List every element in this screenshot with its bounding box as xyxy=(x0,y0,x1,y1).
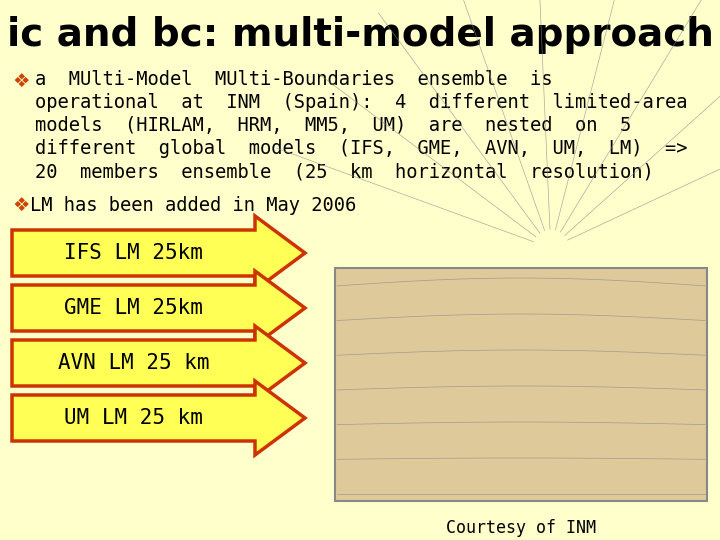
Polygon shape xyxy=(277,0,720,227)
Text: 20  members  ensemble  (25  km  horizontal  resolution): 20 members ensemble (25 km horizontal re… xyxy=(35,162,654,181)
FancyBboxPatch shape xyxy=(335,268,707,501)
Text: models  (HIRLAM,  HRM,  MM5,  UM)  are  nested  on  5: models (HIRLAM, HRM, MM5, UM) are nested… xyxy=(35,116,631,135)
Text: ic and bc: multi-model approach: ic and bc: multi-model approach xyxy=(6,16,714,54)
Text: different  global  models  (IFS,  GME,  AVN,  UM,  LM)  =>: different global models (IFS, GME, AVN, … xyxy=(35,139,688,158)
Text: AVN LM 25 km: AVN LM 25 km xyxy=(58,353,210,373)
Text: Courtesy of INM: Courtesy of INM xyxy=(446,519,596,537)
Text: ❖: ❖ xyxy=(12,196,30,215)
Polygon shape xyxy=(12,381,305,455)
Text: UM LM 25 km: UM LM 25 km xyxy=(64,408,203,428)
Text: ❖: ❖ xyxy=(12,72,30,91)
Text: IFS LM 25km: IFS LM 25km xyxy=(64,243,203,263)
Text: GME LM 25km: GME LM 25km xyxy=(64,298,203,318)
Text: operational  at  INM  (Spain):  4  different  limited-area: operational at INM (Spain): 4 different … xyxy=(35,93,688,112)
Polygon shape xyxy=(12,271,305,345)
Polygon shape xyxy=(277,0,720,227)
Text: LM has been added in May 2006: LM has been added in May 2006 xyxy=(30,196,356,215)
Polygon shape xyxy=(12,216,305,290)
Text: a  MUlti-Model  MUlti-Boundaries  ensemble  is: a MUlti-Model MUlti-Boundaries ensemble … xyxy=(35,70,552,89)
Polygon shape xyxy=(12,326,305,400)
